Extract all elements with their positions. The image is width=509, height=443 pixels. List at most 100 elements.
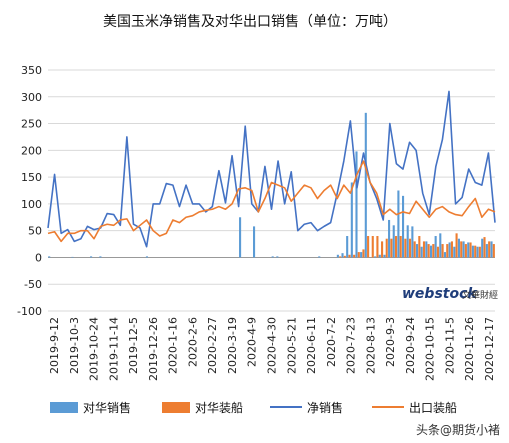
bar-mark: [485, 244, 488, 258]
y-tick-label: 350: [21, 64, 42, 77]
bar-mark: [464, 244, 467, 258]
series-line: [47, 160, 496, 243]
legend-label-china-sales: 对华销售: [83, 400, 131, 415]
y-tick-label: 250: [21, 118, 42, 131]
bar-mark: [457, 238, 460, 258]
bar-mark: [341, 253, 344, 258]
bar-mark: [276, 256, 279, 258]
bar-mark: [99, 256, 102, 258]
bar-mark: [367, 236, 370, 258]
bar-mark: [453, 246, 456, 258]
bar-mark: [432, 244, 435, 258]
bar-mark: [478, 246, 481, 258]
y-tick-label: 100: [21, 198, 42, 211]
bar-mark: [462, 241, 465, 258]
x-tick-label: 2020-10-15: [424, 317, 437, 381]
bar-mark: [339, 256, 342, 258]
bar-mark: [402, 195, 405, 258]
x-tick-label: 2020-4-9: [246, 317, 259, 367]
series-line: [47, 90, 496, 248]
bar-mark: [399, 236, 402, 258]
legend-label-net-sales: 净销售: [307, 400, 343, 415]
bar-mark: [271, 256, 274, 258]
chart-title: 美国玉米净销售及对华出口销售（单位：万吨）: [103, 14, 397, 30]
x-tick-label: 2020-1-16: [167, 317, 180, 374]
legend-label-export-shipments: 出口装船: [409, 401, 457, 415]
bar-mark: [378, 254, 381, 258]
x-axis-labels: 2019-9-12 2019-10-3 2019-10-24 2019-11-14 20…: [48, 317, 496, 381]
watermark-brand: webstock: [402, 286, 478, 302]
bar-mark: [388, 219, 391, 258]
bar-mark: [71, 256, 74, 258]
bar-mark: [443, 252, 447, 258]
x-tick-label: 2019-10-24: [88, 317, 101, 381]
bar-mark: [357, 252, 360, 258]
bar-mark: [427, 244, 430, 258]
bar-mark: [436, 246, 439, 258]
x-tick-label: 2020-2-6: [186, 317, 199, 367]
y-tick-label: 300: [21, 91, 42, 104]
bar-mark: [483, 237, 486, 258]
x-tick-label: 2020-7-23: [345, 317, 358, 374]
bar-mark: [471, 245, 474, 258]
bar-mark: [411, 226, 414, 258]
x-tick-label: 2019-11-14: [107, 317, 120, 381]
bar-mark: [474, 245, 477, 258]
y-tick-label: 0: [35, 251, 42, 264]
bar-layer: [48, 112, 495, 258]
bar-mark: [476, 246, 479, 258]
webstock-logo: webstock 文華財經: [402, 286, 498, 302]
y-tick-label: -50: [24, 278, 42, 291]
bar-mark: [446, 244, 449, 258]
x-tick-label: 2020-7-2: [325, 317, 338, 367]
bar-mark: [336, 254, 339, 258]
bar-mark: [441, 244, 444, 258]
y-axis-labels: -100 -50 0 50 100 150 200 250 300 350: [17, 64, 42, 318]
bar-mark: [397, 190, 400, 258]
bar-mark: [392, 225, 395, 258]
bar-mark: [448, 242, 451, 258]
bar-mark: [467, 242, 470, 258]
bar-mark: [418, 236, 421, 258]
bar-mark: [434, 236, 437, 258]
grid-layer: [48, 69, 495, 312]
bar-mark: [492, 244, 495, 258]
bar-mark: [422, 241, 426, 258]
bar-mark: [455, 233, 458, 258]
bar-mark: [408, 238, 412, 258]
y-tick-label: 150: [21, 171, 42, 184]
x-tick-label: 2020-6-11: [305, 317, 318, 374]
x-tick-label: 2020-5-21: [285, 317, 298, 374]
footer-credit: 头条@期货小褚: [416, 422, 500, 437]
bar-mark: [420, 246, 423, 258]
x-tick-label: 2019-12-26: [147, 317, 160, 381]
bar-mark: [385, 238, 388, 258]
bar-mark: [376, 236, 379, 258]
x-tick-label: 2020-12-17: [483, 317, 496, 381]
x-tick-label: 2020-11-26: [463, 317, 476, 381]
bar-mark: [239, 217, 242, 258]
bar-mark: [145, 256, 149, 258]
bar-mark: [383, 254, 386, 258]
line-layer: [47, 90, 496, 248]
bar-mark: [415, 244, 419, 258]
bar-mark: [371, 236, 374, 258]
x-tick-label: 2020-2-27: [206, 317, 219, 374]
bar-mark: [362, 249, 365, 258]
bar-mark: [439, 233, 442, 258]
bar-mark: [364, 112, 367, 258]
bar-mark: [381, 241, 384, 258]
x-tick-label: 2020-9-24: [404, 317, 417, 374]
legend-label-china-shipments: 对华装船: [195, 401, 243, 415]
bar-mark: [360, 252, 363, 258]
bar-mark: [318, 256, 321, 258]
bar-mark: [413, 241, 416, 258]
x-tick-label: 2020-8-13: [364, 317, 377, 374]
bar-mark: [374, 256, 377, 258]
bar-mark: [346, 236, 349, 258]
x-tick-label: 2019-12-5: [127, 317, 140, 374]
y-tick-label: 50: [28, 225, 42, 238]
watermark-cn: 文華財經: [462, 289, 498, 301]
bar-mark: [469, 242, 472, 258]
y-tick-label: -100: [17, 305, 42, 318]
